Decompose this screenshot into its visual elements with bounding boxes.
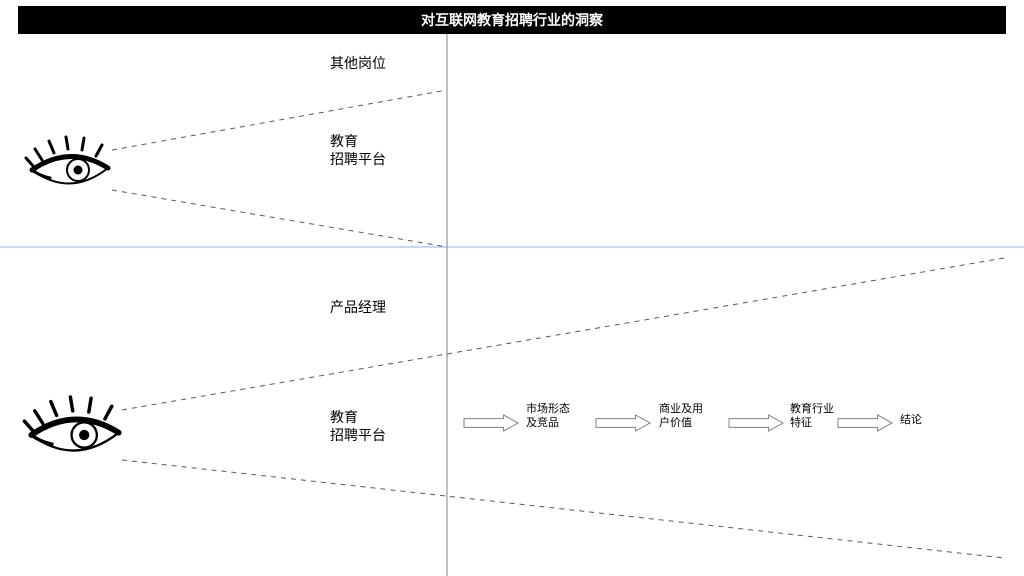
flow-arrow-icon	[838, 415, 892, 431]
diagram-label: 招聘平台	[330, 150, 386, 168]
diagram-label: 市场形态及竞品	[526, 403, 578, 431]
diagram-label: 教育	[330, 132, 358, 150]
flow-arrow-icon	[729, 415, 783, 431]
diagram-label: 产品经理	[330, 298, 386, 316]
eye-icon	[26, 137, 108, 184]
diagram-label: 教育行业特征	[790, 403, 842, 431]
diagram-label: 结论	[900, 414, 952, 428]
diagram-label: 其他岗位	[330, 54, 386, 72]
flow-arrow-icon	[464, 415, 518, 431]
diagram-label: 商业及用户价值	[659, 403, 711, 431]
diagram-canvas	[0, 0, 1024, 576]
diagram-label: 招聘平台	[330, 426, 386, 444]
diagram-label: 教育	[330, 408, 358, 426]
eye-icon	[24, 397, 118, 450]
flow-arrow-icon	[596, 415, 650, 431]
